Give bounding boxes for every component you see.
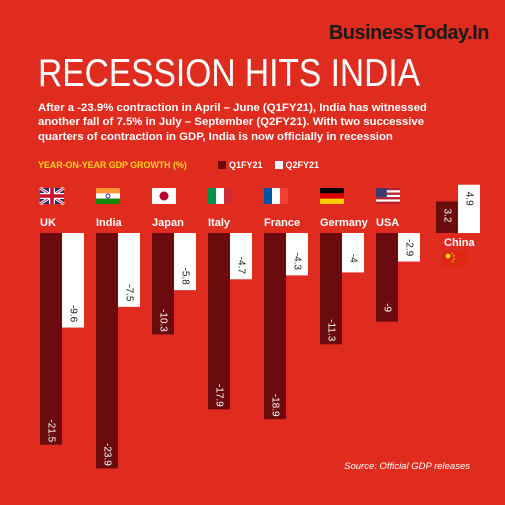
- category-label: Japan: [152, 217, 184, 229]
- data-label: -23.9: [101, 443, 112, 466]
- legend-swatch-q2: [274, 161, 283, 169]
- data-label: -4: [347, 254, 358, 263]
- bar-q1: [320, 233, 342, 345]
- india-flag-icon: [96, 188, 120, 204]
- bar-q1: [376, 233, 398, 322]
- legend-swatch-q1: [218, 161, 226, 169]
- bar-q1: [208, 233, 230, 410]
- bar-q2: [174, 233, 196, 291]
- data-label: -4.3: [291, 253, 302, 271]
- japan-flag-icon: [152, 188, 176, 204]
- legend-item-q1: Q1FY21: [218, 160, 263, 170]
- italy-flag-icon: [208, 188, 232, 204]
- data-label: -9: [381, 303, 392, 312]
- legend-label-q2: Q2FY21: [285, 160, 320, 170]
- data-label: -10.3: [157, 309, 168, 332]
- category-label: UK: [40, 217, 56, 229]
- data-label: -18.9: [269, 394, 280, 417]
- bar-q2: [230, 233, 252, 280]
- legend-item-q2: Q2FY21: [274, 160, 320, 170]
- bar-q2: [62, 233, 84, 328]
- bar-q2: [342, 233, 364, 273]
- data-label: -21.5: [45, 419, 56, 442]
- data-label: -17.9: [213, 384, 224, 407]
- data-label: -4.7: [235, 257, 246, 275]
- page-title: RECESSION HITS INDIA: [38, 52, 421, 95]
- china-flag-icon: [443, 251, 467, 267]
- category-label: France: [264, 217, 300, 229]
- bar-q2: [398, 233, 420, 262]
- data-label: -5.8: [179, 268, 190, 286]
- bar-q1: [152, 233, 174, 335]
- legend-label-q1: Q1FY21: [229, 160, 263, 170]
- bar-q2: [458, 184, 480, 233]
- bar-q2: [118, 233, 140, 307]
- bar-q1: [436, 201, 458, 233]
- data-label: -9.6: [67, 305, 78, 323]
- brand-logo: BusinessToday.In: [328, 22, 490, 44]
- source-note: Source: Official GDP releases: [344, 461, 470, 472]
- uk-flag-icon: [39, 186, 65, 206]
- data-label: -7.5: [123, 284, 134, 302]
- data-label: 3.2: [441, 209, 452, 223]
- bar-q1: [40, 233, 62, 445]
- category-label: USA: [376, 217, 399, 229]
- category-label: Italy: [208, 217, 231, 229]
- usa-flag-icon: [376, 188, 400, 204]
- category-label: India: [96, 217, 123, 229]
- bar-q1: [96, 233, 118, 469]
- category-label: China: [444, 237, 475, 249]
- bar-q2: [286, 233, 308, 276]
- data-label: -11.3: [325, 319, 336, 341]
- category-label: Germany: [320, 217, 369, 229]
- germany-flag-icon: [320, 188, 344, 204]
- data-label: -2.9: [403, 239, 414, 257]
- bar-q1: [264, 233, 286, 420]
- subtitle: After a -23.9% contraction in April – Ju…: [38, 102, 427, 143]
- data-label: 4.9: [463, 192, 474, 206]
- france-flag-icon: [264, 188, 288, 204]
- y-axis-label: YEAR-ON-YEAR GDP GROWTH (%): [38, 160, 187, 170]
- legend: Q1FY21 Q2FY21: [218, 160, 325, 170]
